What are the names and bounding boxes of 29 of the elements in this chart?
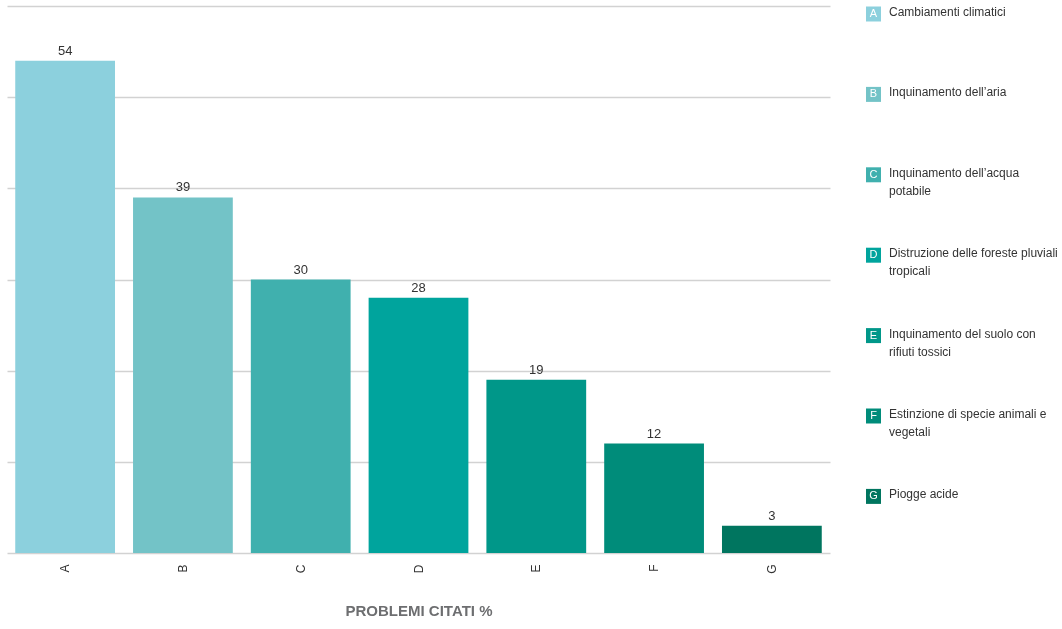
legend-label: Inquinamento dell’aria bbox=[889, 85, 1007, 100]
data-label: 19 bbox=[529, 361, 544, 377]
legend-label: Inquinamento del suolo con rifiuti tossici bbox=[889, 326, 1036, 359]
legend-label: Distruzione delle foreste pluviali tropicali bbox=[889, 246, 1058, 279]
legend-label: Inquinamento dell’acqua potabile bbox=[889, 165, 1020, 198]
x-tick-label: B bbox=[175, 564, 190, 573]
category-label: A bbox=[869, 7, 878, 19]
category-label: C bbox=[869, 167, 878, 180]
x-tick-label: C bbox=[293, 564, 308, 574]
category-label: F bbox=[870, 409, 877, 421]
category-label: B bbox=[869, 87, 878, 100]
x-axis-title: PROBLEMI CITATI % bbox=[345, 601, 493, 619]
legend-label: Piogge acide bbox=[889, 487, 959, 502]
category-label: G bbox=[869, 489, 878, 502]
legend-label: Estinzione di specie animali e vegetali bbox=[889, 407, 1047, 439]
data-label: 3 bbox=[768, 507, 776, 523]
category-label: D bbox=[869, 248, 878, 261]
data-label: 39 bbox=[175, 179, 191, 195]
x-tick-label: F bbox=[647, 564, 662, 572]
data-label: 54 bbox=[57, 42, 73, 58]
legend-label: Cambiamenti climatici bbox=[889, 5, 1006, 19]
data-label: 28 bbox=[411, 279, 426, 295]
x-tick-label: D bbox=[411, 564, 426, 574]
x-tick-label: E bbox=[529, 564, 544, 573]
data-label: 30 bbox=[293, 261, 308, 277]
data-label: 12 bbox=[646, 425, 662, 441]
x-tick-label: G bbox=[764, 564, 779, 574]
x-tick-label: A bbox=[58, 564, 73, 573]
category-label: E bbox=[869, 328, 878, 341]
